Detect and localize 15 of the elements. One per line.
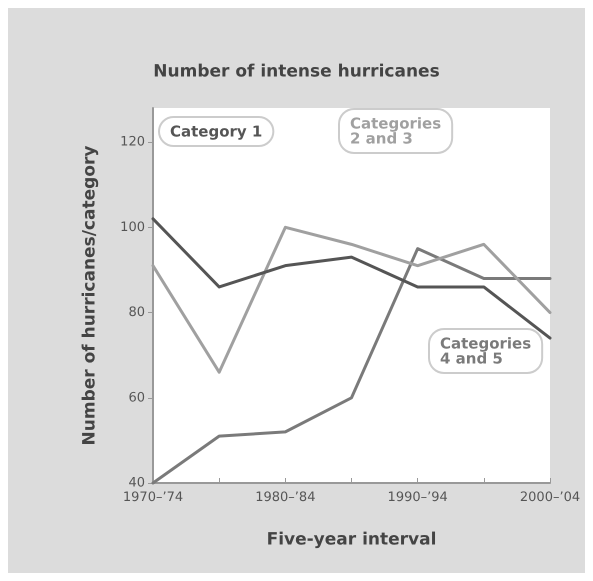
y-tick-label: 100 xyxy=(120,220,145,235)
x-tick-label: 1980–’84 xyxy=(255,490,316,505)
text: Category 1 xyxy=(170,122,262,140)
text: Categories 4 and 5 xyxy=(440,334,532,368)
y-tick-label: 120 xyxy=(120,134,145,150)
text: Categories 2 and 3 xyxy=(350,114,442,148)
x-tick-label: 1970–’74 xyxy=(122,490,184,505)
y-tick-label: 40 xyxy=(128,476,145,490)
x-axis-title: Five-year interval xyxy=(266,530,436,550)
y-tick-label: 80 xyxy=(128,305,145,320)
y-axis-title: Number of hurricanes/category xyxy=(80,146,100,446)
x-tick-label: 1990–’94 xyxy=(388,490,448,505)
x-tick-label: 2000–’04 xyxy=(520,490,580,505)
chart-title: Number of intense hurricanes xyxy=(153,62,440,82)
y-tick-label: 60 xyxy=(128,390,145,406)
